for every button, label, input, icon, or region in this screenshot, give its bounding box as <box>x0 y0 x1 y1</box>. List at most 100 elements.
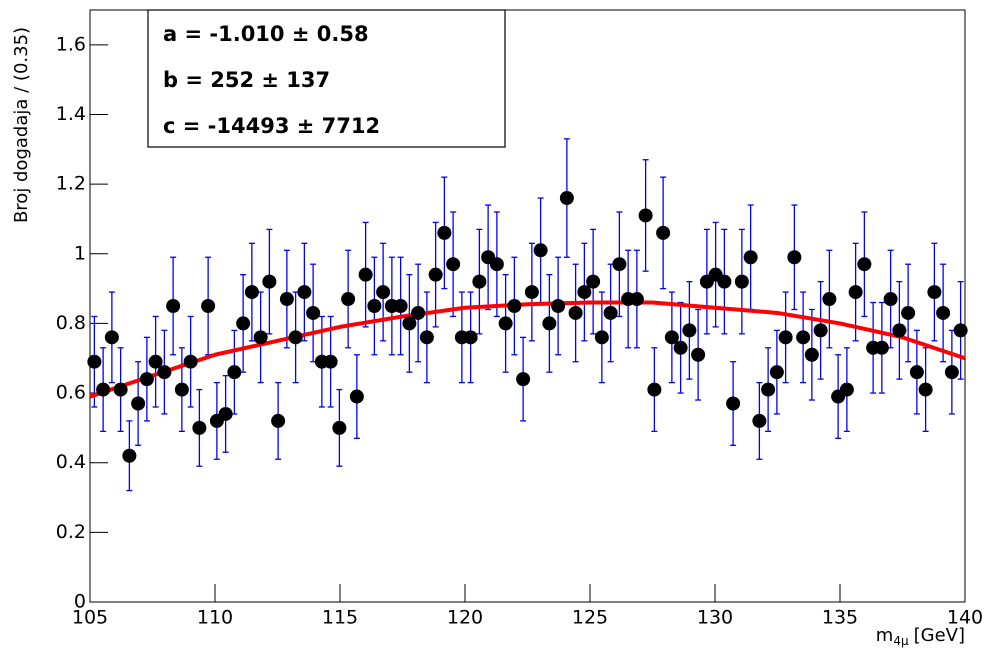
x-tick-label: 140 <box>947 607 983 629</box>
x-label-sub: 4μ <box>893 634 909 648</box>
data-point <box>148 354 163 369</box>
y-tick-label: 1.2 <box>56 173 86 195</box>
data-point <box>909 365 924 380</box>
y-tick-label: 0.8 <box>56 312 86 334</box>
data-point <box>262 274 277 289</box>
data-point <box>463 330 478 345</box>
data-point <box>411 305 426 320</box>
x-tick-label: 125 <box>572 607 608 629</box>
data-point <box>218 406 233 421</box>
plot-frame <box>89 9 966 603</box>
data-point <box>507 299 522 313</box>
data-point <box>288 330 303 345</box>
data-point <box>367 299 382 313</box>
data-point <box>752 413 767 428</box>
data-point <box>813 323 828 338</box>
data-point <box>358 267 373 282</box>
data-point <box>822 292 837 307</box>
data-point <box>927 285 942 300</box>
y-tick-label: 0.2 <box>56 521 86 543</box>
data-point <box>734 274 749 289</box>
data-point <box>393 299 408 313</box>
data-point <box>682 323 697 338</box>
data-point <box>594 330 609 345</box>
data-point <box>542 316 557 331</box>
data-point <box>244 285 259 300</box>
y-tick-label: 1.6 <box>56 33 86 55</box>
fit-curve <box>89 300 966 399</box>
x-label-main: m <box>876 625 894 646</box>
y-tick-label: 1.4 <box>56 103 86 125</box>
data-point <box>892 323 907 338</box>
x-tick-label: 115 <box>322 607 358 629</box>
data-point <box>612 257 627 272</box>
data-point <box>839 382 854 397</box>
data-point <box>96 382 111 397</box>
data-point <box>717 274 732 289</box>
data-point <box>874 340 889 355</box>
data-point <box>743 250 758 265</box>
data-point <box>376 285 391 300</box>
data-point <box>472 274 487 289</box>
data-point <box>629 292 644 307</box>
stats-box <box>147 9 506 148</box>
data-point <box>804 347 819 362</box>
y-tick-label: 0 <box>74 591 86 613</box>
data-point <box>139 372 154 387</box>
data-point <box>323 354 338 369</box>
data-point <box>332 420 347 435</box>
data-point <box>428 267 443 282</box>
data-point <box>953 323 968 338</box>
data-point <box>787 250 802 265</box>
data-point <box>183 354 198 369</box>
x-tick-label: 105 <box>72 607 108 629</box>
data-point <box>936 305 951 320</box>
data-point <box>297 285 312 300</box>
data-point <box>104 330 119 345</box>
stats-line: a = -1.010 ± 0.58 <box>163 22 369 46</box>
y-tick-label: 0.6 <box>56 382 86 404</box>
data-point <box>236 316 251 331</box>
data-point <box>402 316 417 331</box>
data-point <box>516 372 531 387</box>
x-label-unit: [GeV] <box>914 625 965 646</box>
x-axis-label: m4μ [GeV] <box>876 625 965 648</box>
data-point <box>551 299 566 313</box>
data-point <box>131 396 146 411</box>
data-point <box>769 365 784 380</box>
data-point <box>192 420 207 435</box>
data-point <box>419 330 434 345</box>
data-point <box>726 396 741 411</box>
data-point <box>87 354 102 369</box>
data-point <box>437 225 452 240</box>
data-point <box>568 305 583 320</box>
data-point <box>157 365 172 380</box>
y-axis-label: Broj dogadaja / (0.35) <box>11 27 32 223</box>
data-point <box>559 191 574 206</box>
data-point <box>227 365 242 380</box>
data-point <box>883 292 898 307</box>
data-point <box>796 330 811 345</box>
data-point <box>524 285 539 300</box>
data-point <box>656 225 671 240</box>
data-point <box>166 299 181 313</box>
x-tick-label: 135 <box>822 607 858 629</box>
x-tick-label: 120 <box>447 607 483 629</box>
data-point <box>498 316 513 331</box>
data-point <box>446 257 461 272</box>
x-tick-label: 110 <box>197 607 233 629</box>
data-point <box>201 299 216 313</box>
data-point <box>306 305 321 320</box>
data-point <box>918 382 933 397</box>
data-point <box>691 347 706 362</box>
y-tick-label: 1 <box>74 242 86 264</box>
y-tick-label: 0.4 <box>56 451 86 473</box>
data-point <box>577 285 592 300</box>
data-point <box>174 382 189 397</box>
data-point <box>253 330 268 345</box>
data-point <box>279 292 294 307</box>
data-point <box>857 257 872 272</box>
x-tick-label: 130 <box>697 607 733 629</box>
data-point <box>113 382 128 397</box>
